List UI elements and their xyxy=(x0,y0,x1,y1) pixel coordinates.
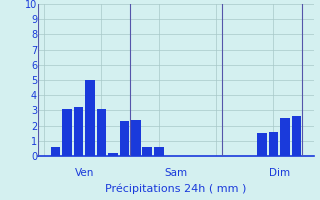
Bar xyxy=(74,107,84,156)
Bar xyxy=(97,109,106,156)
Bar xyxy=(280,118,290,156)
Bar xyxy=(154,147,164,156)
Bar xyxy=(142,147,152,156)
Text: Sam: Sam xyxy=(164,168,188,178)
Bar xyxy=(292,116,301,156)
Bar xyxy=(108,153,118,156)
Bar xyxy=(268,132,278,156)
Text: Dim: Dim xyxy=(268,168,290,178)
Bar xyxy=(131,120,141,156)
Bar xyxy=(120,121,129,156)
Text: Précipitations 24h ( mm ): Précipitations 24h ( mm ) xyxy=(105,184,247,194)
Bar xyxy=(257,133,267,156)
Bar xyxy=(85,80,95,156)
Text: Ven: Ven xyxy=(75,168,94,178)
Bar xyxy=(62,109,72,156)
Bar xyxy=(51,147,60,156)
